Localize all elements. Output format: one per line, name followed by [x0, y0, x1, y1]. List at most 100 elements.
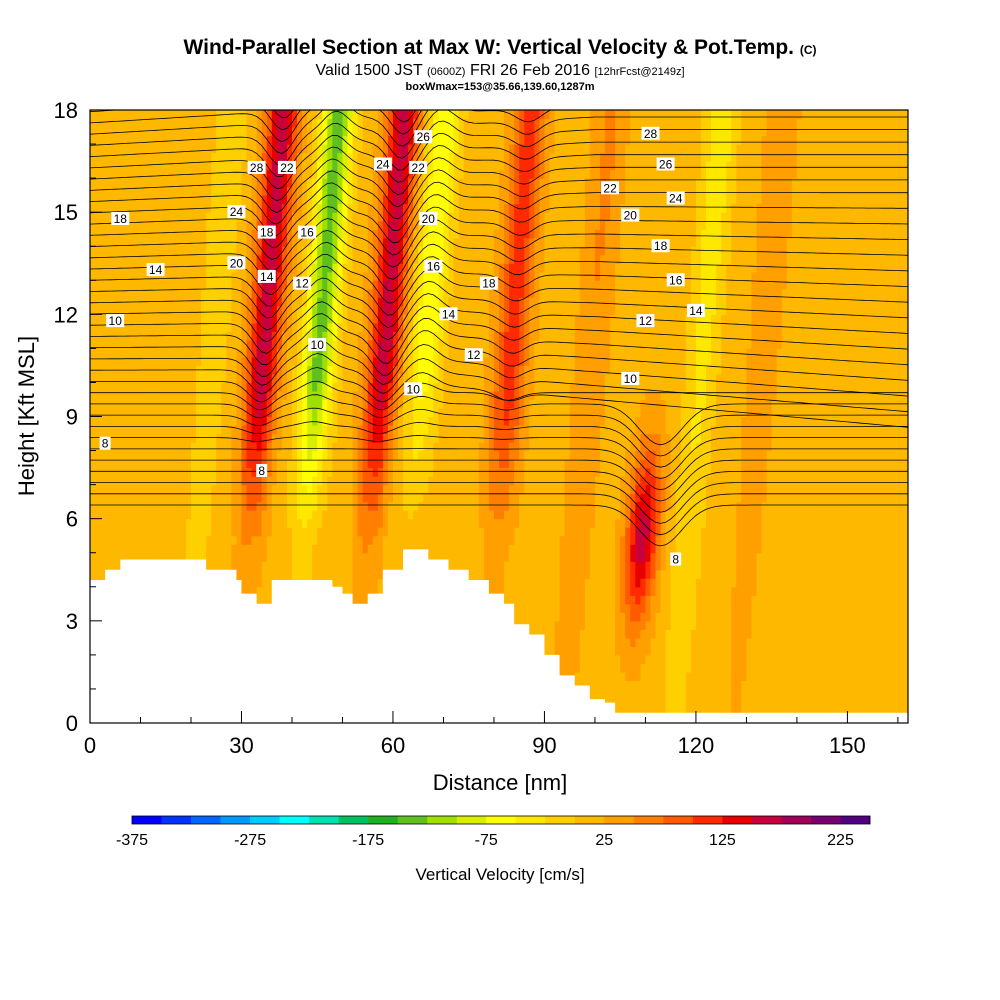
w-cell	[403, 331, 409, 341]
w-cell	[297, 271, 303, 281]
w-cell	[337, 433, 344, 443]
w-cell	[175, 390, 182, 401]
w-cell	[155, 110, 162, 120]
w-cell	[372, 169, 379, 179]
w-cell	[307, 246, 313, 256]
w-cell	[226, 518, 232, 528]
w-cell	[130, 416, 137, 426]
w-cell	[160, 356, 167, 367]
w-cell	[302, 314, 308, 324]
w-cell	[150, 288, 157, 298]
w-cell	[392, 161, 399, 171]
w-cell	[271, 501, 278, 511]
w-cell	[377, 467, 384, 477]
w-cell	[337, 356, 344, 367]
w-cell	[211, 450, 217, 460]
w-cell	[226, 493, 232, 503]
w-cell	[180, 186, 187, 196]
w-cell	[322, 305, 328, 315]
w-cell	[120, 544, 126, 554]
w-cell	[185, 254, 192, 264]
chart-title-tag: (C)	[799, 43, 817, 57]
w-cell	[327, 348, 333, 358]
w-cell	[418, 390, 424, 401]
w-cell	[100, 135, 106, 145]
w-cell	[352, 595, 359, 605]
w-cell	[312, 305, 318, 315]
w-cell	[342, 331, 349, 341]
w-cell	[317, 127, 323, 137]
w-cell	[180, 407, 187, 418]
w-cell	[115, 135, 121, 145]
w-cell	[211, 356, 217, 367]
w-cell	[392, 416, 399, 426]
w-cell	[327, 356, 333, 367]
w-cell	[317, 433, 323, 443]
w-cell	[216, 484, 222, 494]
w-cell	[251, 229, 258, 239]
w-cell	[403, 237, 409, 247]
w-cell	[170, 535, 177, 545]
w-cell	[180, 254, 187, 264]
w-cell	[95, 229, 101, 239]
w-cell	[170, 442, 177, 452]
w-cell	[413, 339, 419, 349]
w-cell	[433, 390, 440, 401]
w-cell	[221, 442, 227, 452]
w-cell	[145, 161, 152, 171]
w-cell	[100, 535, 106, 545]
w-cell	[297, 382, 303, 392]
w-cell	[211, 484, 217, 494]
w-cell	[387, 288, 394, 298]
w-cell	[322, 390, 328, 401]
w-cell	[120, 246, 126, 256]
w-cell	[428, 348, 434, 358]
w-cell	[256, 322, 263, 332]
w-cell	[398, 493, 404, 503]
w-cell	[180, 493, 187, 503]
w-cell	[165, 535, 172, 545]
w-cell	[241, 552, 248, 562]
w-cell	[206, 356, 212, 367]
w-cell	[251, 263, 258, 273]
w-cell	[145, 246, 152, 256]
w-cell	[241, 220, 248, 230]
w-cell	[307, 399, 313, 409]
w-cell	[120, 271, 126, 281]
w-cell	[428, 271, 434, 281]
w-cell	[201, 348, 207, 358]
w-cell	[302, 493, 308, 503]
w-cell	[418, 527, 424, 537]
w-cell	[362, 518, 369, 528]
w-cell	[160, 229, 167, 239]
w-cell	[291, 356, 298, 367]
w-cell	[180, 212, 187, 222]
w-cell	[382, 212, 389, 222]
w-cell	[307, 552, 313, 562]
w-cell	[150, 544, 157, 554]
w-cell	[196, 373, 202, 384]
w-cell	[433, 220, 440, 230]
w-cell	[413, 390, 419, 401]
w-cell	[211, 220, 217, 230]
w-cell	[413, 237, 419, 247]
w-cell	[185, 314, 192, 324]
w-cell	[433, 127, 440, 137]
w-cell	[352, 518, 359, 528]
w-cell	[241, 382, 248, 392]
w-cell	[286, 416, 293, 426]
w-cell	[110, 152, 116, 162]
w-cell	[196, 212, 202, 222]
w-cell	[398, 203, 404, 213]
w-cell	[352, 373, 359, 384]
w-cell	[170, 425, 177, 435]
w-cell	[236, 501, 243, 511]
w-cell	[372, 416, 379, 426]
w-cell	[185, 220, 192, 230]
w-cell	[327, 450, 333, 460]
w-cell	[297, 535, 303, 545]
w-cell	[276, 203, 283, 213]
w-cell	[418, 373, 424, 384]
w-cell	[125, 442, 131, 452]
w-cell	[398, 118, 404, 128]
